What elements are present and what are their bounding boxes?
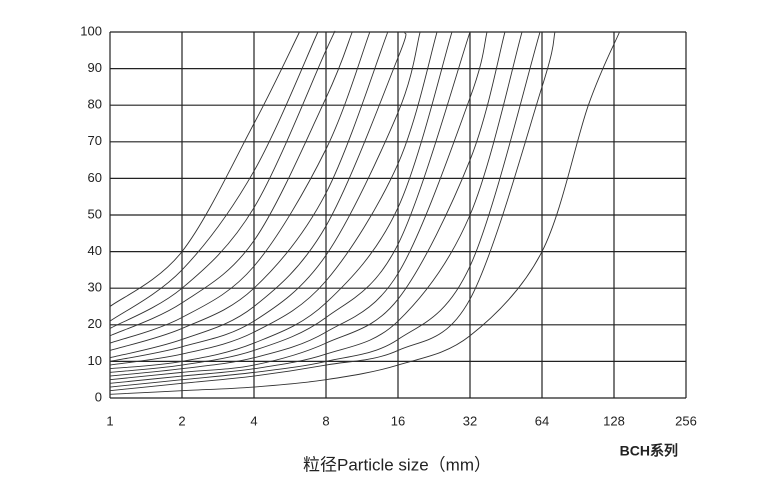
- y-tick-label: 0: [95, 389, 102, 404]
- y-tick-label: 50: [88, 206, 102, 221]
- curve: [109, 31, 488, 377]
- curve: [109, 31, 371, 344]
- curve: [109, 31, 319, 322]
- curve: [109, 31, 407, 359]
- y-tick-label: 80: [88, 97, 102, 112]
- x-tick-label: 4: [250, 413, 257, 428]
- curve: [109, 31, 453, 370]
- x-tick-label: 32: [463, 413, 477, 428]
- x-tick-label: 16: [391, 413, 405, 428]
- x-tick-label: 256: [675, 413, 697, 428]
- curve: [109, 31, 471, 373]
- x-tick-label: 64: [535, 413, 549, 428]
- x-tick-label: 2: [178, 413, 185, 428]
- curve: [109, 31, 556, 392]
- x-tick-label: 128: [603, 413, 625, 428]
- y-tick-label: 100: [80, 23, 102, 38]
- y-tick-label: 30: [88, 280, 102, 295]
- y-tick-label: 60: [88, 170, 102, 185]
- curve: [109, 31, 389, 351]
- curve: [109, 31, 438, 366]
- curve: [109, 31, 300, 307]
- curve: [109, 30, 336, 329]
- y-tick-label: 70: [88, 133, 102, 148]
- y-tick-label: 10: [88, 353, 102, 368]
- curve: [109, 31, 523, 384]
- curve: [109, 31, 353, 337]
- y-tick-label: 40: [88, 243, 102, 258]
- curve: [109, 31, 421, 362]
- curve: [109, 31, 620, 395]
- y-tick-label: 90: [88, 60, 102, 75]
- x-tick-label: 1: [106, 413, 113, 428]
- annotation: BCH系列: [620, 443, 678, 459]
- y-tick-label: 20: [88, 316, 102, 331]
- curve: [109, 31, 541, 388]
- x-axis-label: 粒径Particle size（mm）: [303, 455, 491, 474]
- curve: [109, 31, 506, 381]
- x-tick-label: 8: [322, 413, 329, 428]
